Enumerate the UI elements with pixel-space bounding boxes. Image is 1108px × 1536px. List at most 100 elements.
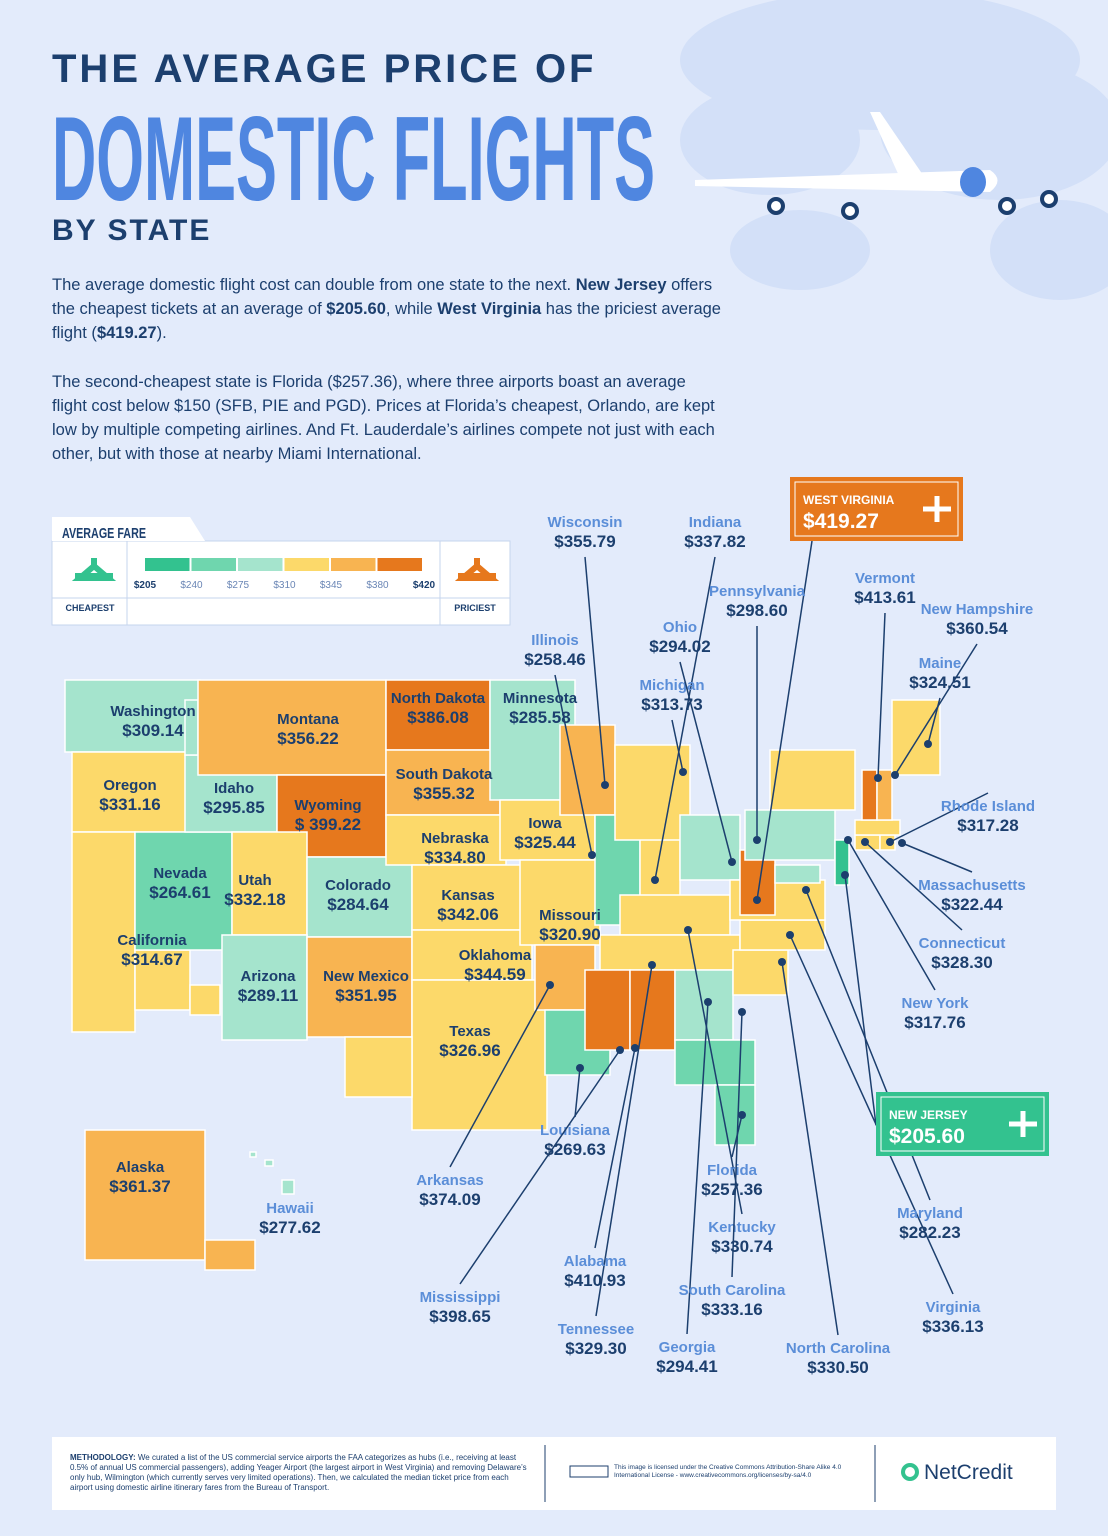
leader-dot (778, 958, 786, 966)
methodology-label: METHODOLOGY: (70, 1453, 136, 1462)
state-name: Nevada (153, 865, 207, 882)
state-price: $257.36 (701, 1180, 762, 1199)
callout-price: $205.60 (889, 1125, 965, 1148)
state-price: $356.22 (277, 729, 338, 748)
state-price: $386.08 (407, 708, 468, 727)
state (71, 751, 188, 833)
leader-line (864, 841, 963, 931)
state-name: Oregon (103, 777, 156, 794)
intro-text: West Virginia (437, 300, 542, 318)
state-price: $336.13 (922, 1317, 983, 1336)
leader-dot (684, 926, 692, 934)
legend-tick: $380 (366, 580, 389, 591)
state-name: Ohio (663, 619, 697, 636)
state-name: Utah (238, 872, 271, 889)
state (189, 984, 221, 1016)
legend-low: CHEAPEST (65, 603, 115, 613)
state-name: Maine (919, 655, 962, 672)
state (84, 1129, 206, 1261)
state (619, 894, 731, 936)
legend-swatch (377, 558, 422, 571)
state (559, 724, 616, 816)
legend-swatch (331, 558, 376, 571)
legend-tick: $345 (320, 580, 343, 591)
state-name: California (117, 932, 187, 949)
state (411, 864, 523, 931)
leader-line (687, 929, 743, 1215)
state (71, 831, 136, 1033)
state (519, 859, 601, 946)
state-name: Alabama (564, 1253, 627, 1270)
state-price: $328.30 (931, 953, 992, 972)
state-price: $337.82 (684, 532, 745, 551)
state (769, 749, 856, 811)
state-name: New Hampshire (921, 601, 1034, 618)
leader-dot (679, 768, 687, 776)
leader-dot (802, 886, 810, 894)
legend-swatch (145, 558, 190, 571)
state (264, 1159, 274, 1167)
methodology: METHODOLOGY: We curated a list of the US… (70, 1453, 530, 1493)
legend-title: AVERAGE FARE (62, 525, 146, 542)
intro-text: offers the cheapest tickets at an averag… (52, 276, 713, 318)
state-name: Illinois (531, 632, 579, 649)
state-name: South Dakota (396, 766, 493, 783)
state-name: Oklahoma (459, 947, 532, 964)
callout-price: $419.27 (803, 510, 879, 533)
state-price: $324.51 (909, 673, 970, 692)
state (674, 969, 734, 1041)
plane-icon (1009, 1111, 1037, 1137)
callout-name: NEW JERSEY (889, 1108, 968, 1122)
state-price: $294.02 (649, 637, 710, 656)
state-price: $258.46 (524, 650, 585, 669)
leader-dot (546, 981, 554, 989)
state-name: Minnesota (503, 690, 578, 707)
state-price: $277.62 (259, 1218, 320, 1237)
state-name: Connecticut (919, 935, 1006, 952)
legend-tick: $310 (273, 580, 296, 591)
state-name: Louisiana (540, 1122, 611, 1139)
intro-text: , while (385, 300, 438, 318)
state-price: $361.37 (109, 1177, 170, 1196)
state (204, 1239, 256, 1271)
state (629, 969, 676, 1051)
leader-dot (728, 858, 736, 866)
state-price: $325.44 (514, 833, 576, 852)
legend-tick: $275 (227, 580, 250, 591)
leader-dot (588, 851, 596, 859)
state-price: $294.41 (656, 1357, 717, 1376)
state (134, 831, 233, 951)
state-price: $331.16 (99, 795, 160, 814)
leader-dot (898, 839, 906, 847)
clouds (680, 0, 1108, 300)
intro-text: has the priciest average flight ( (52, 300, 721, 342)
state-price: $317.76 (904, 1013, 965, 1032)
leader-line (877, 612, 886, 779)
cc-badge (569, 1465, 609, 1478)
intro-text: ). (156, 324, 167, 342)
intro-text: New Jersey (575, 276, 667, 294)
state-name: Texas (449, 1023, 490, 1040)
legend-tab (52, 517, 205, 541)
state (739, 919, 826, 951)
state-name: Georgia (659, 1339, 716, 1356)
state-name: New Mexico (323, 968, 409, 985)
leader-line (654, 556, 716, 881)
state-name: New York (902, 995, 970, 1012)
state-name: Montana (277, 711, 339, 728)
title-line: THE AVERAGE PRICE OF (52, 47, 597, 91)
state-price: $313.73 (641, 695, 702, 714)
legend-high: PRICIEST (454, 603, 496, 613)
state-price: $333.16 (701, 1300, 762, 1319)
state-price: $264.61 (149, 883, 210, 902)
state (134, 949, 191, 1011)
state-name: Rhode Island (941, 798, 1035, 815)
state-name: Alaska (116, 1159, 165, 1176)
leader-dot (861, 838, 869, 846)
state-price: $320.90 (539, 925, 600, 944)
legend-swatch (238, 558, 283, 571)
license: This image is licensed under the Creativ… (614, 1464, 842, 1479)
state-name: North Carolina (786, 1340, 891, 1357)
